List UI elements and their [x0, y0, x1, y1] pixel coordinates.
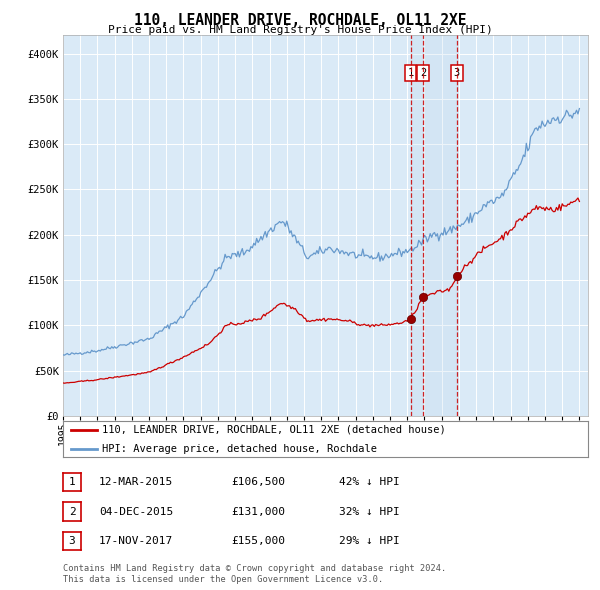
Text: 04-DEC-2015: 04-DEC-2015 — [99, 507, 173, 516]
Text: 2: 2 — [68, 507, 76, 516]
Text: 2: 2 — [420, 68, 426, 78]
Bar — [410, 35, 457, 416]
Text: 1: 1 — [68, 477, 76, 487]
Text: 42% ↓ HPI: 42% ↓ HPI — [339, 477, 400, 487]
Text: 3: 3 — [454, 68, 460, 78]
Text: 1: 1 — [407, 68, 413, 78]
Text: 29% ↓ HPI: 29% ↓ HPI — [339, 536, 400, 546]
Text: £106,500: £106,500 — [231, 477, 285, 487]
Text: 17-NOV-2017: 17-NOV-2017 — [99, 536, 173, 546]
Text: 12-MAR-2015: 12-MAR-2015 — [99, 477, 173, 487]
Text: Contains HM Land Registry data © Crown copyright and database right 2024.: Contains HM Land Registry data © Crown c… — [63, 565, 446, 573]
Text: 3: 3 — [68, 536, 76, 546]
Text: This data is licensed under the Open Government Licence v3.0.: This data is licensed under the Open Gov… — [63, 575, 383, 584]
Text: HPI: Average price, detached house, Rochdale: HPI: Average price, detached house, Roch… — [103, 444, 377, 454]
Text: £155,000: £155,000 — [231, 536, 285, 546]
Text: 110, LEANDER DRIVE, ROCHDALE, OL11 2XE (detached house): 110, LEANDER DRIVE, ROCHDALE, OL11 2XE (… — [103, 425, 446, 435]
Text: 32% ↓ HPI: 32% ↓ HPI — [339, 507, 400, 516]
Text: £131,000: £131,000 — [231, 507, 285, 516]
Text: 110, LEANDER DRIVE, ROCHDALE, OL11 2XE: 110, LEANDER DRIVE, ROCHDALE, OL11 2XE — [134, 13, 466, 28]
Text: Price paid vs. HM Land Registry's House Price Index (HPI): Price paid vs. HM Land Registry's House … — [107, 25, 493, 35]
